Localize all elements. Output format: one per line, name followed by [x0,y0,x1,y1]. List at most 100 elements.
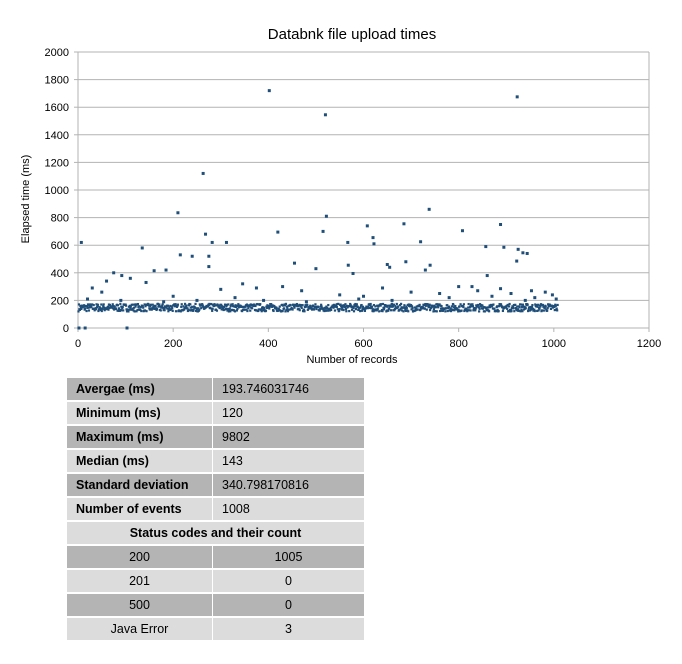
data-point [133,306,136,309]
data-point [198,308,201,311]
data-point [425,308,428,311]
data-point [431,305,435,308]
data-point [285,308,288,311]
data-point [537,303,540,306]
data-point [481,307,485,310]
data-point [245,303,249,306]
data-point [553,308,556,312]
data-point [189,306,192,309]
data-point [523,298,527,302]
data-point [529,289,533,293]
data-point [476,289,480,293]
data-point [346,263,350,267]
data-point [268,305,271,308]
data-point [300,289,304,293]
data-point [343,305,347,309]
data-point [362,294,365,298]
data-point [149,304,152,308]
data-point [286,307,289,310]
data-point [261,306,264,309]
data-point [134,305,137,308]
data-point [335,305,338,309]
data-point [517,309,521,312]
data-point [509,292,513,295]
x-tick-label: 0 [75,338,81,350]
data-point [275,306,278,309]
data-point [332,306,335,309]
data-point [86,306,89,309]
stat-value: 143 [213,450,365,472]
data-point [227,303,230,306]
data-point [97,309,100,313]
data-point [293,261,297,265]
data-point [77,326,81,330]
data-point [128,276,132,280]
data-point [276,309,279,312]
status-code-row: 500 0 [67,594,365,616]
data-point [403,307,406,310]
data-point [338,309,341,312]
data-point [88,306,91,309]
stat-label: Median (ms) [67,450,213,472]
data-point [365,224,369,228]
data-point [170,305,173,308]
data-point [512,307,515,310]
data-point [436,303,439,306]
data-point [521,310,524,313]
data-point [471,305,475,308]
data-point [354,302,357,306]
data-point [530,305,534,308]
data-point [125,326,129,330]
data-point [288,308,291,311]
data-point [208,302,211,306]
data-point [460,309,463,312]
data-point [389,305,392,308]
data-point [297,304,300,308]
data-point [79,304,82,308]
data-point [111,305,114,308]
data-point [183,302,187,305]
data-point [508,305,511,308]
data-point [327,303,330,307]
data-point [495,310,498,313]
data-point [90,286,94,290]
data-point [381,286,385,290]
data-point [142,306,145,309]
data-point [330,305,334,309]
data-point [249,309,252,312]
data-point [77,310,80,313]
data-point [168,306,171,309]
data-point [387,309,390,312]
data-point [492,303,495,306]
data-point [382,308,386,311]
data-point [440,305,443,308]
data-point [141,304,144,308]
data-point [472,309,475,312]
data-point [278,305,281,308]
data-point [379,304,382,307]
data-point [83,326,87,330]
status-code: 500 [67,594,213,616]
data-point [416,308,419,311]
data-point [403,304,406,307]
data-point [529,305,532,309]
y-tick-label: 1000 [45,185,69,197]
data-point [413,306,416,309]
data-point [183,308,186,311]
data-point [226,309,229,312]
data-point [152,307,155,310]
y-tick-label: 200 [51,295,69,307]
data-point [124,303,127,306]
data-point [158,303,161,306]
data-point [405,305,408,308]
data-point [151,307,154,310]
data-point [478,303,482,306]
data-point [95,303,98,306]
data-point [261,309,265,312]
data-point [478,307,481,310]
data-point [221,305,224,308]
data-point [108,306,111,310]
stat-label: Number of events [67,498,213,520]
data-point [120,309,123,312]
data-point [422,303,426,307]
